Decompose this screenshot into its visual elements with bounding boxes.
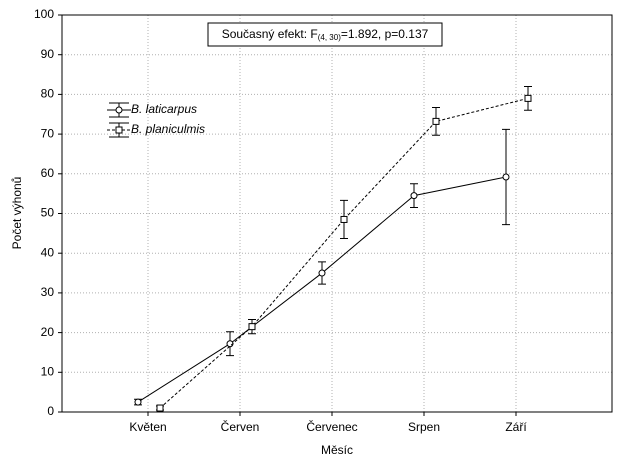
y-tick-label: 10 <box>41 364 55 378</box>
plot-frame <box>61 14 613 413</box>
y-axis-label: Počet výhonů <box>10 177 24 250</box>
series-line <box>159 97 529 409</box>
x-axis-label: Měsíc <box>321 443 353 457</box>
y-tick-label: 80 <box>41 87 55 101</box>
x-tick-label: Červenec <box>306 419 357 434</box>
y-tick-label: 70 <box>41 126 55 140</box>
marker <box>248 323 256 331</box>
annotation-box <box>207 22 443 47</box>
y-tick-label: 60 <box>41 166 55 180</box>
x-tick-label: Září <box>505 420 527 434</box>
y-tick-label: 20 <box>41 325 55 339</box>
marker <box>432 117 440 125</box>
marker <box>502 173 510 181</box>
y-tick-label: 50 <box>41 206 55 220</box>
legend-label: B. laticarpus <box>131 102 197 116</box>
annotation-suffix: =1.892, p=0.137 <box>341 27 429 41</box>
marker <box>134 398 142 406</box>
annotation: Současný efekt: F(4, 30)=1.892, p=0.137 <box>222 27 429 42</box>
marker <box>340 215 348 223</box>
x-tick-label: Srpen <box>408 420 440 434</box>
marker <box>410 192 418 200</box>
legend-marker <box>115 126 123 134</box>
x-tick-label: Květen <box>129 420 166 434</box>
legend-label: B. planiculmis <box>131 122 205 136</box>
y-tick-label: 100 <box>34 7 54 21</box>
marker <box>524 94 532 102</box>
annotation-subscript: (4, 30) <box>318 33 341 42</box>
y-tick-label: 0 <box>47 404 54 418</box>
marker <box>156 404 164 412</box>
y-tick-label: 90 <box>41 47 55 61</box>
legend-marker <box>115 106 123 114</box>
marker <box>318 269 326 277</box>
y-tick-label: 40 <box>41 245 55 259</box>
plot-area: 0 10 20 30 40 50 60 70 80 90 100 Květen Červen Červen… <box>34 7 613 434</box>
x-tick-label: Červen <box>221 419 260 434</box>
annotation-prefix: Současný efekt: F <box>222 27 318 41</box>
y-tick-label: 30 <box>41 285 55 299</box>
